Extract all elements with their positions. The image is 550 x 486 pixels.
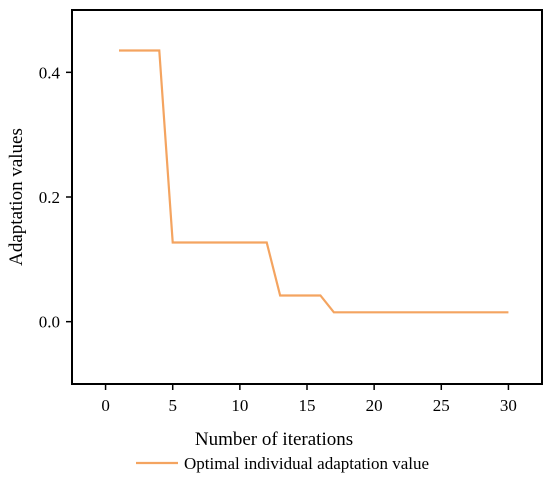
legend: Optimal individual adaptation value xyxy=(136,454,429,473)
y-axis: 0.0 0.2 0.4 xyxy=(39,63,72,332)
x-tick-label: 30 xyxy=(500,396,517,415)
x-axis-label: Number of iterations xyxy=(195,429,353,450)
y-axis-label: Adaptation values xyxy=(6,128,27,266)
x-tick-label: 10 xyxy=(231,396,248,415)
legend-label: Optimal individual adaptation value xyxy=(184,454,429,473)
x-tick-label: 15 xyxy=(299,396,316,415)
plot-frame xyxy=(71,9,543,385)
y-tick-label: 0.4 xyxy=(39,63,61,82)
series-layer xyxy=(119,49,509,314)
series-line xyxy=(119,49,509,314)
y-tick-label: 0.2 xyxy=(39,188,60,207)
x-tick-label: 0 xyxy=(101,396,110,415)
x-tick-label: 25 xyxy=(433,396,450,415)
y-tick-label: 0.0 xyxy=(39,313,60,332)
x-axis: 0 5 10 15 20 25 30 xyxy=(101,384,517,415)
x-tick-label: 5 xyxy=(168,396,177,415)
x-tick-label: 20 xyxy=(366,396,383,415)
